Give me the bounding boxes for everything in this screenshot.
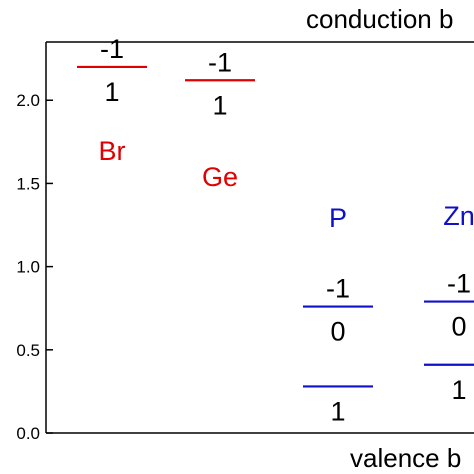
charge-state-lower: 1 (104, 77, 119, 107)
y-tick-label: 1.5 (16, 174, 40, 193)
defect-ge: -1 1 Ge (185, 47, 255, 192)
valence-band-label: valence b (350, 443, 461, 473)
charge-state-upper: -1 (447, 269, 471, 299)
conduction-band-label: conduction b (306, 4, 453, 34)
charge-state-lower: 1 (330, 396, 345, 426)
y-tick-label: 2.0 (16, 91, 40, 110)
y-tick-label: 1.0 (16, 258, 40, 277)
element-label: Br (99, 136, 126, 166)
defect-p: -1 0 1 P (303, 203, 373, 426)
axis-group (45, 41, 474, 434)
defect-levels: -1 1 Br -1 1 Ge -1 0 1 P -1 0 1 Zn (77, 34, 474, 426)
charge-state-upper: -1 (100, 34, 124, 64)
charge-state-lower: 1 (212, 90, 227, 120)
defect-br: -1 1 Br (77, 34, 147, 166)
charge-state-upper: -1 (208, 47, 232, 77)
charge-state-upper: -1 (326, 274, 350, 304)
charge-state-lower: 1 (451, 375, 466, 405)
charge-state-lower: 0 (330, 317, 345, 347)
element-label: Zn (443, 201, 474, 231)
charge-state-lower: 0 (451, 312, 466, 342)
element-label: Ge (202, 162, 238, 192)
element-label: P (329, 203, 347, 233)
y-tick-label: 0.0 (16, 424, 40, 443)
defect-zn: -1 0 1 Zn (424, 201, 474, 405)
y-ticks: 0.0 0.5 1.0 1.5 2.0 (16, 91, 53, 443)
y-tick-label: 0.5 (16, 341, 40, 360)
